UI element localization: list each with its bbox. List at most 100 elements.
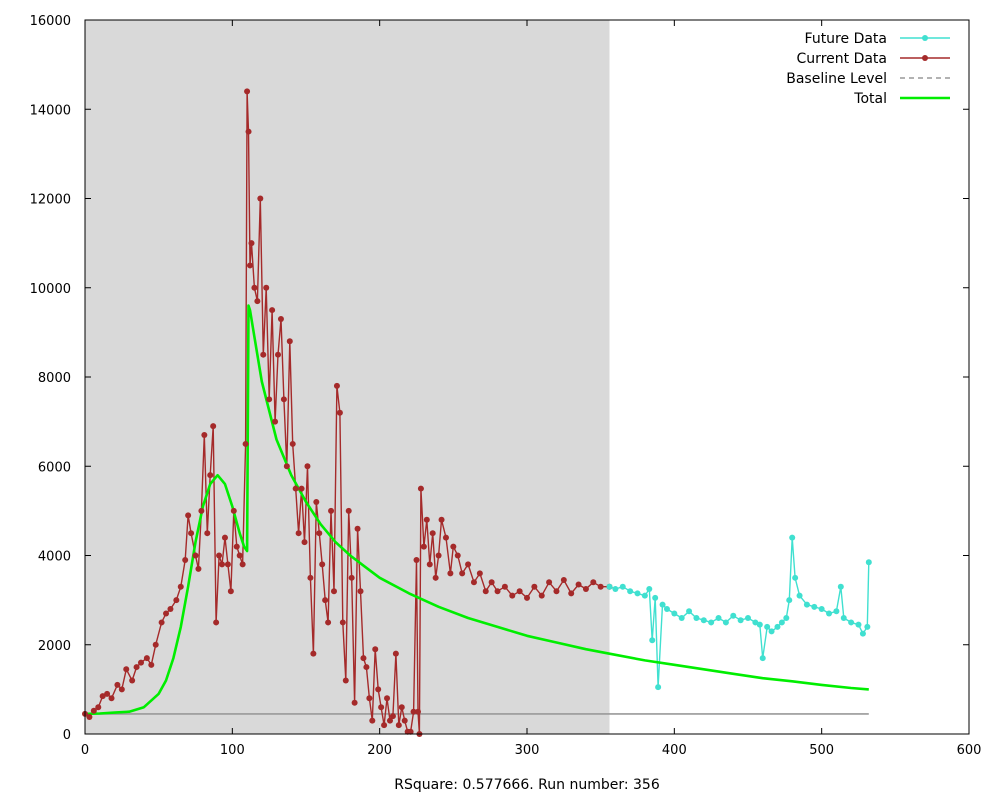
y-tick-label: 10000: [30, 282, 71, 297]
current-data-point: [108, 695, 115, 702]
current-data-point: [384, 695, 391, 702]
current-data-point: [524, 594, 530, 601]
current-data-point: [516, 588, 523, 595]
current-data-point: [313, 498, 320, 505]
y-tick-label: 0: [63, 728, 71, 743]
x-tick-label: 600: [957, 743, 982, 758]
current-data-point: [568, 590, 575, 597]
y-tick-label: 4000: [38, 550, 71, 565]
current-data-point: [438, 516, 445, 523]
current-data-point: [407, 728, 414, 735]
current-data-point: [339, 619, 346, 626]
y-tick-label: 12000: [30, 193, 71, 208]
current-data-point: [420, 543, 427, 550]
current-data-point: [227, 588, 234, 595]
current-data-point: [432, 574, 439, 581]
y-tick-label: 6000: [38, 460, 71, 475]
future-data-point: [655, 684, 662, 691]
total-line: [84, 304, 869, 716]
current-data-point: [277, 315, 284, 322]
current-data-point: [392, 650, 399, 657]
current-data-point: [553, 588, 560, 595]
current-data-point: [192, 552, 199, 559]
future-data-point: [659, 601, 666, 608]
current-data-point: [389, 713, 396, 720]
future-data-point: [708, 619, 715, 626]
future-data-point: [715, 614, 722, 621]
tick-labels: 0 100 200 300 400 500 600020004000600080001000…: [30, 14, 982, 758]
future-data-point: [837, 583, 844, 590]
current-data-point: [292, 485, 299, 492]
current-data-point: [454, 552, 461, 559]
current-data-point: [201, 432, 208, 439]
current-data-point: [114, 681, 121, 688]
current-data-point: [239, 561, 246, 568]
current-data-point: [129, 677, 136, 684]
current-data-point: [429, 530, 436, 537]
current-data-point: [251, 284, 258, 291]
current-data-point: [410, 708, 417, 715]
current-data-point: [272, 418, 279, 425]
current-data-point: [260, 351, 267, 358]
current-data-point: [280, 396, 287, 403]
future-data-point: [811, 603, 818, 610]
current-data-point: [133, 664, 140, 671]
current-data-point: [86, 714, 93, 721]
current-data-point: [269, 307, 276, 314]
current-data-point: [322, 597, 329, 604]
current-data-point: [450, 543, 457, 550]
current-data-point: [185, 512, 192, 519]
current-data-point: [482, 588, 489, 595]
future-data-point: [737, 617, 744, 624]
current-data-point: [182, 556, 189, 563]
future-data-point: [796, 592, 803, 599]
legend-label-future-data: Future Data: [805, 31, 887, 47]
y-tick-label: 2000: [38, 639, 71, 654]
current-data-point: [369, 717, 376, 724]
current-data-point: [257, 195, 264, 202]
future-data-point: [619, 583, 626, 590]
future-data-point: [789, 534, 796, 541]
future-data-point: [663, 606, 670, 613]
current-data-point: [488, 579, 495, 586]
future-data-point: [634, 590, 641, 597]
future-data-point: [783, 614, 790, 621]
current-data-point: [363, 664, 370, 671]
future-data-point: [752, 619, 759, 626]
current-data-point: [325, 619, 332, 626]
future-data-point: [730, 612, 737, 619]
future-data-point: [855, 621, 862, 628]
current-data-point: [90, 707, 97, 714]
future-data-point: [759, 655, 766, 662]
x-tick-label: 300: [515, 743, 540, 758]
future-data-point: [792, 574, 799, 581]
current-data-point: [459, 570, 466, 577]
future-data-point: [671, 610, 678, 617]
future-data-point: [612, 585, 619, 592]
future-data-point: [745, 614, 751, 621]
current-data-point: [501, 583, 508, 590]
current-data-point: [378, 704, 385, 711]
current-data-point: [177, 583, 184, 590]
future-data-point: [864, 623, 871, 630]
current-data-point: [333, 382, 340, 389]
future-data-point: [803, 601, 810, 608]
current-data-point: [304, 463, 311, 470]
future-data-point: [764, 623, 771, 630]
series-markers: [82, 88, 872, 737]
current-data-point: [266, 396, 273, 403]
future-data-point: [693, 614, 700, 621]
legend: Future Data Current Data Baseline Level Tot…: [786, 31, 950, 107]
current-data-point: [210, 423, 217, 430]
future-data-point: [686, 608, 693, 615]
current-data-point: [244, 88, 251, 95]
current-data-point: [328, 507, 335, 514]
current-data-point: [447, 570, 454, 577]
current-data-point: [342, 677, 349, 684]
current-data-point: [413, 556, 420, 563]
plot-border: [84, 19, 970, 735]
current-data-point: [316, 530, 323, 537]
current-data-point: [148, 661, 155, 668]
future-data-point: [826, 610, 833, 617]
current-data-point: [275, 351, 282, 358]
